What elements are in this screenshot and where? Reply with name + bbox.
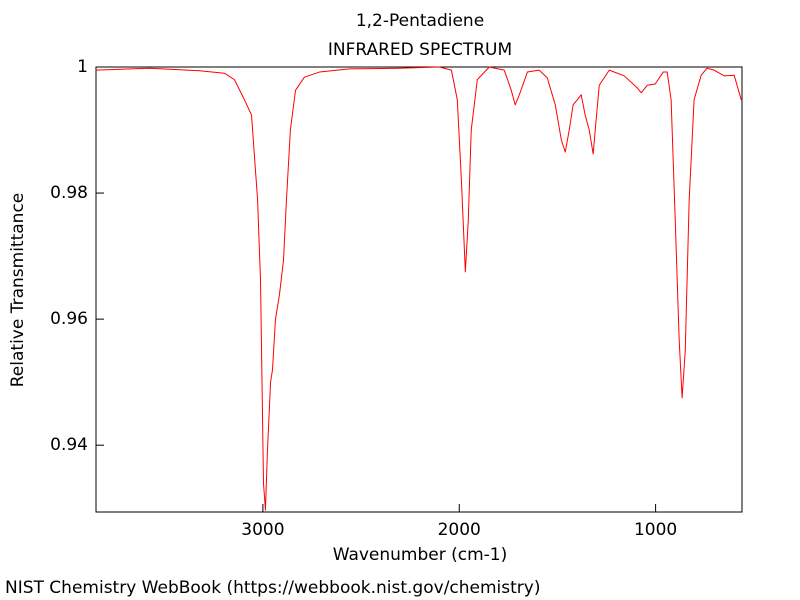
y-tick-label: 1 <box>77 57 88 77</box>
x-tick-label: 3000 <box>241 520 284 540</box>
y-tick-label: 0.94 <box>50 435 88 455</box>
chart-title: 1,2-Pentadiene <box>356 11 484 31</box>
footer: NIST Chemistry WebBook (https://webbook.… <box>5 578 540 598</box>
chart-subtitle: INFRARED SPECTRUM <box>328 40 512 60</box>
y-axis-label: Relative Transmittance <box>8 193 28 388</box>
plot-frame <box>95 66 743 513</box>
x-tick-label: 2000 <box>438 520 481 540</box>
y-tick-label: 0.96 <box>50 309 88 329</box>
x-tick-label: 1000 <box>634 520 677 540</box>
spectrum-line <box>95 66 742 511</box>
y-tick-label: 0.98 <box>50 183 88 203</box>
x-axis-label: Wavenumber (cm-1) <box>333 545 508 565</box>
